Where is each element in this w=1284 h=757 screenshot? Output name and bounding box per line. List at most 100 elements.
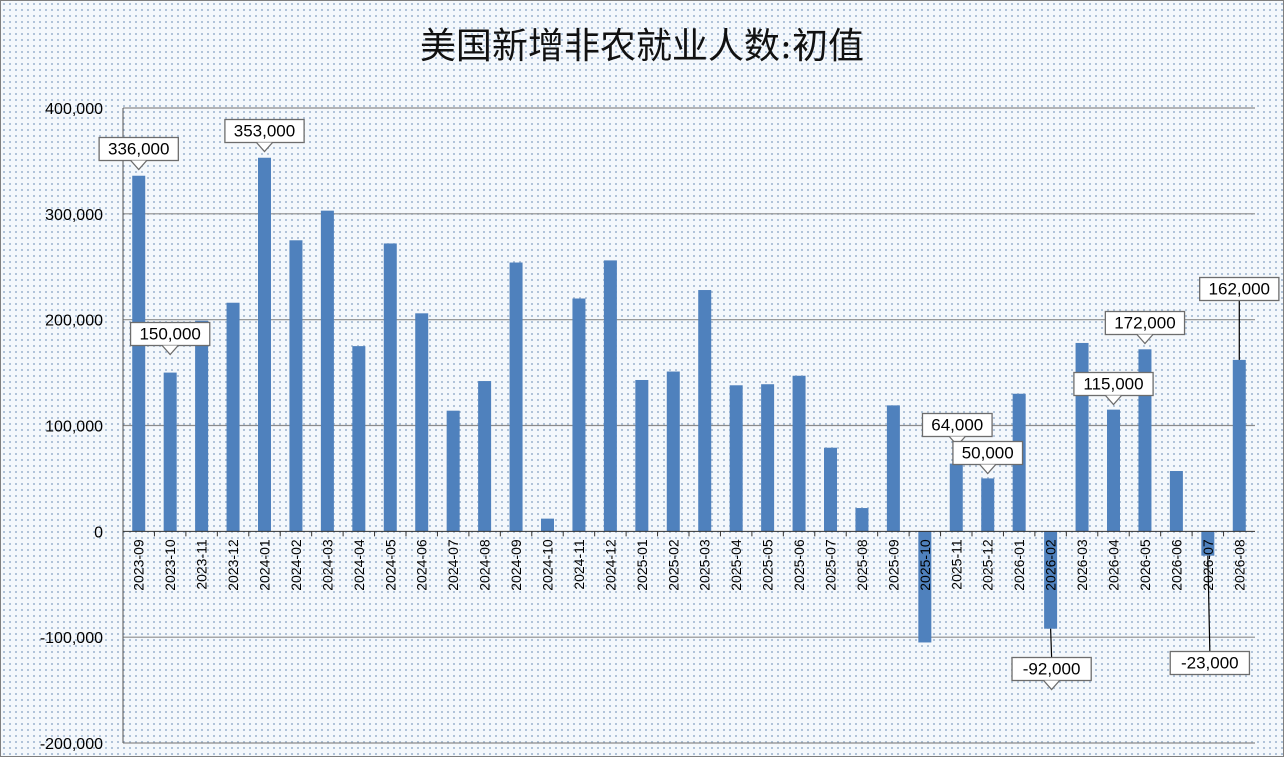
x-tick-label: 2023-11 <box>194 539 210 590</box>
x-tick-label: 2026-05 <box>1137 539 1153 591</box>
label-pointer <box>1043 680 1061 691</box>
bar <box>195 320 209 532</box>
x-tick-label: 2026-04 <box>1106 539 1122 591</box>
x-tick-label: 2026-01 <box>1011 539 1027 591</box>
data-label: 162,000 <box>1209 280 1270 299</box>
bar <box>1107 409 1120 532</box>
y-tick-label: -100,000 <box>40 630 103 647</box>
x-tick-label: 2025-02 <box>665 539 681 591</box>
y-tick-label: 200,000 <box>45 313 103 330</box>
x-axis: 2023-09 2023-10 2023-11 2023-12 2024-01 2024-… <box>122 530 1255 591</box>
data-label: -23,000 <box>1181 654 1239 673</box>
bar <box>383 243 397 532</box>
data-labels: 336,000 150,000 353,000 64,000 50,000 -92,000… <box>98 118 1280 691</box>
x-tick-label: 2024-07 <box>445 539 461 591</box>
x-tick-label: 2023-09 <box>131 539 147 591</box>
data-label: 64,000 <box>931 416 983 435</box>
bar <box>666 371 680 532</box>
x-tick-label: 2024-10 <box>540 539 556 591</box>
y-tick-label: 0 <box>94 524 103 541</box>
x-tick-label: 2025-05 <box>760 539 776 591</box>
bar <box>918 531 932 643</box>
bar <box>163 372 177 532</box>
gridlines <box>123 107 1255 744</box>
label-pointer <box>130 160 148 171</box>
bar <box>603 260 617 532</box>
x-tick-label: 2025-06 <box>791 539 807 591</box>
bar <box>258 157 271 532</box>
label-pointer <box>161 345 179 356</box>
label-pointer <box>979 464 997 475</box>
bar <box>320 210 334 532</box>
x-tick-label: 2023-10 <box>162 539 178 591</box>
bar <box>1232 359 1246 532</box>
data-label: 353,000 <box>234 122 295 141</box>
label-pointer <box>1136 334 1154 345</box>
data-label: 172,000 <box>1114 314 1175 333</box>
bar <box>792 375 806 532</box>
bar <box>824 447 837 532</box>
bar <box>132 175 146 532</box>
bar <box>949 463 963 532</box>
data-label: 115,000 <box>1083 375 1143 394</box>
bar <box>541 518 554 532</box>
bar <box>415 313 429 532</box>
leader-line <box>1207 555 1211 652</box>
x-tick-label: 2025-03 <box>697 539 713 591</box>
x-tick-label: 2024-02 <box>288 539 304 591</box>
bar <box>572 298 586 532</box>
bar <box>761 384 775 532</box>
data-label: 50,000 <box>962 444 1014 463</box>
y-tick-label: 400,000 <box>45 101 103 118</box>
bar <box>478 381 492 532</box>
bar <box>1169 471 1183 532</box>
x-tick-label: 2024-11 <box>571 539 587 590</box>
bar <box>886 405 900 532</box>
bar <box>855 508 869 532</box>
y-tick-label: -200,000 <box>40 736 103 753</box>
x-tick-label: 2024-12 <box>602 539 618 591</box>
y-tick-label: 100,000 <box>45 419 103 436</box>
x-tick-label: 2026-08 <box>1231 539 1247 591</box>
data-label-box <box>1199 276 1280 302</box>
chart-title: 美国新增非农就业人数:初值 <box>420 26 864 67</box>
y-axis: 400,000 300,000 200,000 100,000 0 -100,000 -20… <box>40 101 124 753</box>
bar <box>698 290 712 532</box>
label-pointer <box>256 142 273 153</box>
bar <box>1044 531 1058 629</box>
x-tick-label: 2025-09 <box>885 539 901 591</box>
bar <box>446 410 460 532</box>
bar <box>226 302 240 532</box>
x-tick-label: 2024-04 <box>351 539 367 591</box>
x-tick-label: 2025-04 <box>728 539 744 591</box>
y-tick-label: 300,000 <box>45 207 103 224</box>
bar <box>1201 531 1215 556</box>
x-tick-label: 2024-06 <box>414 539 430 591</box>
x-tick-label: 2024-01 <box>257 539 273 591</box>
x-tick-label: 2024-09 <box>508 539 524 591</box>
bar <box>981 478 995 532</box>
x-tick-label: 2025-10 <box>917 539 933 591</box>
x-tick-label: 2025-08 <box>854 539 870 591</box>
x-tick-label: 2024-05 <box>382 539 398 591</box>
x-tick-label: 2025-12 <box>980 539 996 591</box>
x-tick-label: 2025-07 <box>823 539 839 591</box>
data-label: 336,000 <box>108 140 169 159</box>
x-tick-label: 2024-08 <box>477 539 493 591</box>
x-tick-label: 2025-11 <box>948 539 964 590</box>
bar <box>289 240 303 532</box>
x-tick-label: 2026-03 <box>1074 539 1090 591</box>
x-tick-label: 2026-02 <box>1043 539 1059 591</box>
x-tick-label: 2023-12 <box>225 539 241 591</box>
data-label: -92,000 <box>1023 660 1081 679</box>
x-tick-label: 2024-03 <box>319 539 335 591</box>
data-label: 150,000 <box>139 325 200 344</box>
label-pointer <box>1105 395 1122 406</box>
x-tick-label: 2025-01 <box>634 539 650 591</box>
bar <box>1075 342 1089 532</box>
x-tick-label: 2026-06 <box>1168 539 1184 591</box>
bar <box>352 346 366 532</box>
bars <box>132 157 1246 643</box>
